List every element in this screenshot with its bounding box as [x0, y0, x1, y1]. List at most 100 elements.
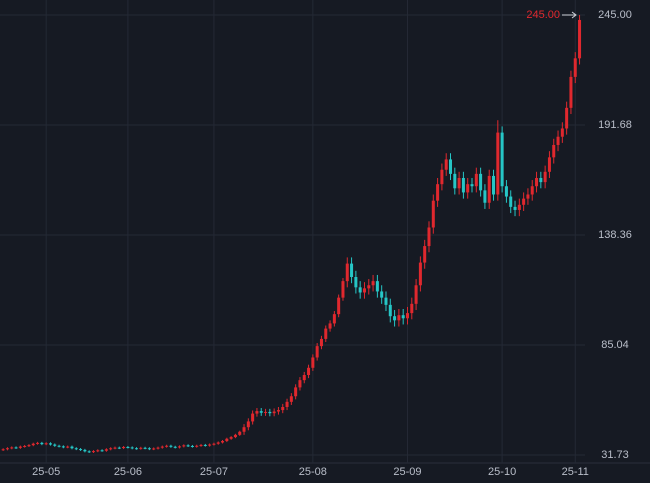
- candle-body: [182, 445, 186, 447]
- candle-body: [474, 173, 478, 187]
- candle-body: [165, 445, 169, 447]
- candle-body: [543, 171, 547, 183]
- candle-body: [160, 446, 164, 448]
- candle-body: [410, 303, 414, 314]
- candle-body: [380, 291, 384, 298]
- candle-body: [225, 438, 229, 442]
- candle-body: [66, 446, 70, 448]
- candle-body: [246, 421, 250, 428]
- candle-body: [319, 338, 323, 347]
- candle-body: [186, 445, 190, 447]
- candle-body: [453, 173, 457, 189]
- candle-body: [18, 446, 22, 448]
- x-tick-label: 25-05: [32, 466, 60, 478]
- candle-body: [565, 107, 569, 129]
- candle-body: [427, 227, 431, 247]
- candle-body: [10, 447, 14, 449]
- candle-body: [44, 443, 48, 445]
- candle-body: [547, 157, 551, 172]
- candle-body: [384, 297, 388, 305]
- y-tick-label: 138.36: [598, 229, 632, 241]
- candle-body: [444, 159, 448, 170]
- candle-body: [70, 446, 74, 449]
- candle-body: [358, 287, 362, 293]
- candle-body: [560, 128, 564, 137]
- candle-body: [87, 451, 91, 453]
- candle-body: [139, 447, 143, 449]
- candle-body: [569, 76, 573, 108]
- candle-body: [401, 315, 405, 319]
- candle-body: [203, 444, 207, 446]
- candle-body: [539, 177, 543, 183]
- candle-body: [104, 449, 108, 451]
- candle-body: [251, 413, 255, 422]
- candle-body: [147, 448, 151, 450]
- candle-body: [436, 184, 440, 201]
- candle-body: [272, 411, 276, 414]
- candle-body: [448, 159, 453, 174]
- candle-body: [100, 450, 104, 452]
- candle-body: [79, 449, 83, 451]
- candle-body: [509, 196, 513, 207]
- x-tick-label: 25-11: [562, 466, 589, 478]
- candle-body: [130, 447, 134, 449]
- candle-body: [31, 443, 35, 446]
- x-tick-label: 25-10: [488, 466, 516, 478]
- candle-body: [190, 445, 194, 447]
- candle-body: [556, 136, 560, 145]
- candle-body: [367, 285, 371, 289]
- candle-body: [238, 431, 242, 435]
- candle-body: [573, 58, 577, 77]
- candle-body: [233, 434, 237, 438]
- candle-body: [294, 387, 298, 397]
- candle-body: [264, 411, 268, 413]
- candle-body: [96, 450, 100, 452]
- candle-body: [289, 396, 293, 402]
- candle-body: [311, 357, 315, 368]
- candle-body: [405, 313, 409, 319]
- candle-body: [423, 246, 427, 263]
- candle-body: [522, 198, 526, 205]
- candle-body: [173, 446, 177, 448]
- candle-body: [255, 411, 259, 414]
- candle-body: [169, 445, 173, 447]
- candle-body: [216, 442, 220, 444]
- candle-body: [285, 401, 289, 407]
- candle-body: [178, 446, 182, 448]
- candle-body: [14, 447, 18, 449]
- candle-body: [324, 328, 328, 339]
- candle-body: [281, 406, 285, 411]
- y-tick-label: 85.04: [601, 339, 629, 351]
- candle-body: [483, 190, 487, 203]
- candle-body: [156, 447, 160, 449]
- candle-body: [208, 444, 212, 446]
- candle-body: [332, 314, 336, 324]
- candle-body: [440, 169, 444, 185]
- candle-body: [315, 346, 319, 358]
- candle-body: [535, 177, 539, 187]
- candle-body: [341, 281, 345, 298]
- candle-body: [259, 411, 263, 413]
- candle-body: [83, 449, 87, 452]
- candle-body: [268, 411, 272, 414]
- candle-body: [48, 443, 52, 445]
- x-tick-label: 25-06: [114, 466, 142, 478]
- candle-body: [61, 446, 65, 448]
- candle-body: [418, 262, 422, 286]
- candle-body: [91, 451, 95, 453]
- candle-body: [500, 132, 504, 187]
- candle-body: [276, 410, 280, 412]
- candle-body: [57, 445, 61, 447]
- candle-body: [126, 447, 130, 449]
- candle-body: [152, 448, 156, 450]
- candle-body: [134, 448, 139, 450]
- candle-body: [298, 380, 302, 388]
- candle-body: [461, 177, 465, 193]
- candle-body: [552, 144, 556, 158]
- candle-body: [371, 281, 375, 286]
- last-price-label: 245.00: [526, 9, 560, 21]
- candle-body: [113, 447, 117, 449]
- candle-body: [199, 444, 203, 446]
- y-tick-label: 191.68: [598, 119, 632, 131]
